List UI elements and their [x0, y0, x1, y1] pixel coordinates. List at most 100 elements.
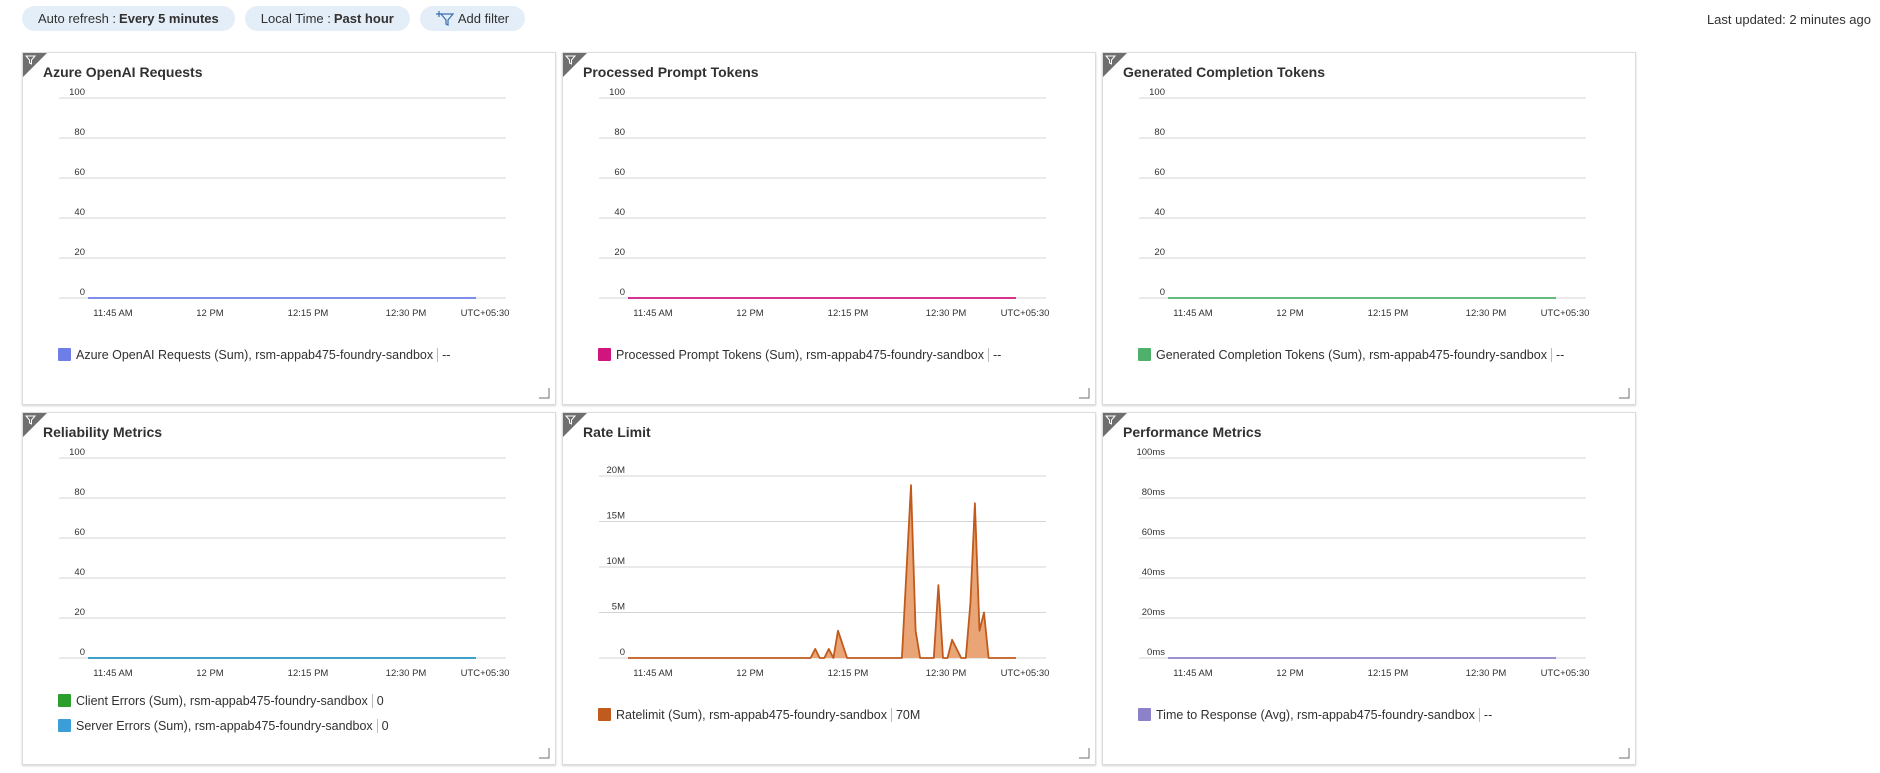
chart: 0ms 20ms 40ms 60ms 80ms 100ms 11:45 AM 12 PM 12:…: [1136, 448, 1590, 679]
tile-azure-openai-requests[interactable]: Azure OpenAI Requests 0 20 40 60 80 100 11:45 A…: [22, 52, 556, 405]
x-tick-label: 12:15 PM: [828, 668, 869, 679]
legend-value: --: [1550, 347, 1564, 362]
chart: 0 5M 10M 15M 20M 11:45 AM 12 PM 12:15 PM 12:30 P…: [599, 465, 1049, 679]
legend-label: Generated Completion Tokens (Sum), rsm-a…: [1156, 347, 1547, 362]
x-tick-label: 12:30 PM: [926, 308, 967, 319]
time-range-button[interactable]: Local Time : Past hour: [244, 6, 410, 31]
legend-swatch: [58, 719, 71, 732]
tile-rate-limit[interactable]: Rate Limit 0 5M 10M 15M 20M 11:45 AM 12 PM 12:15…: [562, 412, 1096, 765]
x-tick-label: 11:45 AM: [633, 308, 673, 319]
tile-filter-icon[interactable]: [23, 413, 47, 437]
legend-value: --: [988, 347, 1001, 362]
legend-item[interactable]: Generated Completion Tokens (Sum), rsm-a…: [1138, 342, 1564, 367]
legend-label: Client Errors (Sum), rsm-appab475-foundr…: [76, 693, 368, 708]
x-tick-label: 12 PM: [1276, 668, 1304, 679]
legend-item[interactable]: Server Errors (Sum), rsm-appab475-foundr…: [58, 713, 389, 738]
y-tick-label: 20: [74, 607, 85, 618]
tile-title: Performance Metrics: [1123, 424, 1262, 440]
y-tick-label: 20M: [607, 465, 626, 476]
legend-item[interactable]: Ratelimit (Sum), rsm-appab475-foundry-sa…: [598, 702, 920, 727]
legend-label: Server Errors (Sum), rsm-appab475-foundr…: [76, 718, 373, 733]
y-tick-label: 80: [74, 487, 85, 498]
time-range-label: Local Time :: [260, 11, 331, 26]
x-tick-label: UTC+05:30: [1541, 308, 1590, 319]
x-tick-label: 12:30 PM: [386, 308, 427, 319]
tile-filter-icon[interactable]: [563, 53, 587, 77]
y-tick-label: 0: [1160, 287, 1165, 298]
tile-processed-prompt-tokens[interactable]: Processed Prompt Tokens 0 20 40 60 80 100 11:45…: [562, 52, 1096, 405]
legend-item[interactable]: Client Errors (Sum), rsm-appab475-foundr…: [58, 688, 389, 713]
y-tick-label: 80: [614, 127, 625, 138]
y-tick-label: 0ms: [1147, 647, 1165, 658]
x-tick-label: 12 PM: [736, 308, 764, 319]
y-tick-label: 20: [74, 247, 85, 258]
legend-label: Azure OpenAI Requests (Sum), rsm-appab47…: [76, 347, 434, 362]
y-tick-label: 15M: [607, 511, 626, 522]
resize-handle-icon[interactable]: [1079, 748, 1090, 759]
y-tick-label: 20: [1154, 247, 1165, 258]
resize-handle-icon[interactable]: [1619, 748, 1630, 759]
x-tick-label: 12 PM: [736, 668, 764, 679]
tile-filter-icon[interactable]: [23, 53, 47, 77]
y-tick-label: 10M: [607, 556, 626, 567]
x-tick-label: 12 PM: [196, 308, 224, 319]
tile-filter-icon[interactable]: [563, 413, 587, 437]
legend-label: Processed Prompt Tokens (Sum), rsm-appab…: [616, 347, 984, 362]
add-filter-label: Add filter: [457, 11, 510, 26]
add-filter-button[interactable]: Add filter: [419, 6, 526, 31]
tile-filter-icon[interactable]: [1103, 413, 1127, 437]
y-tick-label: 20: [614, 247, 625, 258]
tile-performance-metrics[interactable]: Performance Metrics 0ms 20ms 40ms 60ms 80ms 10…: [1102, 412, 1636, 765]
y-tick-label: 0: [620, 287, 625, 298]
last-updated-text: Last updated: 2 minutes ago: [1706, 12, 1871, 27]
legend-label: Ratelimit (Sum), rsm-appab475-foundry-sa…: [616, 707, 887, 722]
y-tick-label: 100: [69, 88, 85, 98]
y-tick-label: 5M: [612, 602, 625, 613]
legend-item[interactable]: Azure OpenAI Requests (Sum), rsm-appab47…: [58, 342, 450, 367]
x-tick-label: 12:15 PM: [1368, 668, 1409, 679]
y-tick-label: 40: [1154, 207, 1165, 218]
legend-swatch: [598, 348, 611, 361]
legend-swatch: [58, 694, 71, 707]
x-tick-label: UTC+05:30: [1001, 308, 1050, 319]
x-tick-label: 11:45 AM: [633, 668, 673, 679]
x-tick-label: 12 PM: [1276, 308, 1304, 319]
x-tick-label: UTC+05:30: [1541, 668, 1590, 679]
resize-handle-icon[interactable]: [1079, 388, 1090, 399]
x-tick-label: 12:15 PM: [288, 668, 329, 679]
y-tick-label: 40: [74, 207, 85, 218]
x-tick-label: 12:30 PM: [386, 668, 427, 679]
legend-value: --: [1478, 707, 1492, 722]
resize-handle-icon[interactable]: [539, 748, 550, 759]
y-tick-label: 100ms: [1136, 448, 1165, 458]
legend-item[interactable]: Time to Response (Avg), rsm-appab475-fou…: [1138, 702, 1492, 727]
legend-value: 0: [371, 693, 384, 708]
y-tick-label: 100: [69, 448, 85, 458]
y-tick-label: 80: [1154, 127, 1165, 138]
resize-handle-icon[interactable]: [539, 388, 550, 399]
x-tick-label: 11:45 AM: [1173, 668, 1213, 679]
y-tick-label: 80ms: [1142, 487, 1165, 498]
x-tick-label: 11:45 AM: [1173, 308, 1213, 319]
resize-handle-icon[interactable]: [1619, 388, 1630, 399]
x-tick-label: 12:30 PM: [1466, 668, 1507, 679]
y-tick-label: 60: [74, 527, 85, 538]
y-tick-label: 100: [1149, 88, 1165, 98]
tile-title: Processed Prompt Tokens: [583, 64, 759, 80]
auto-refresh-button[interactable]: Auto refresh : Every 5 minutes: [22, 6, 235, 31]
x-tick-label: 12:15 PM: [1368, 308, 1409, 319]
y-tick-label: 60ms: [1142, 527, 1165, 538]
chart: 0 20 40 60 80 100 11:45 AM 12 PM 12:15 PM 12:30 P…: [59, 88, 509, 319]
x-tick-label: 12:30 PM: [1466, 308, 1507, 319]
add-filter-icon: [435, 10, 454, 26]
legend-item[interactable]: Processed Prompt Tokens (Sum), rsm-appab…: [598, 342, 1001, 367]
chart-legend: Time to Response (Avg), rsm-appab475-fou…: [1138, 702, 1492, 727]
tile-reliability-metrics[interactable]: Reliability Metrics 0 20 40 60 80 100 11:45 AM 1…: [22, 412, 556, 765]
y-tick-label: 60: [1154, 167, 1165, 178]
tile-title: Azure OpenAI Requests: [43, 64, 203, 80]
tile-filter-icon[interactable]: [1103, 53, 1127, 77]
tile-title: Generated Completion Tokens: [1123, 64, 1325, 80]
legend-swatch: [58, 348, 71, 361]
tile-generated-completion-tokens[interactable]: Generated Completion Tokens 0 20 40 60 80 100 1…: [1102, 52, 1636, 405]
y-tick-label: 40: [74, 567, 85, 578]
